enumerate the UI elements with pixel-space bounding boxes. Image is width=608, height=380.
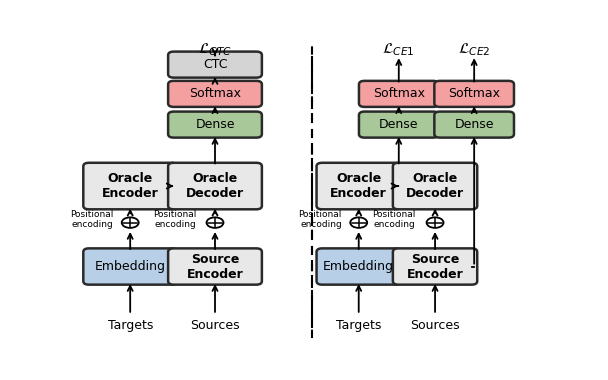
FancyBboxPatch shape xyxy=(168,81,262,107)
Text: Oracle
Decoder: Oracle Decoder xyxy=(186,172,244,200)
FancyBboxPatch shape xyxy=(393,163,477,209)
Text: Dense: Dense xyxy=(454,118,494,131)
FancyBboxPatch shape xyxy=(359,112,438,138)
Text: Embedding: Embedding xyxy=(323,260,394,273)
FancyBboxPatch shape xyxy=(434,81,514,107)
FancyBboxPatch shape xyxy=(83,249,177,285)
FancyBboxPatch shape xyxy=(434,112,514,138)
FancyBboxPatch shape xyxy=(168,163,262,209)
FancyBboxPatch shape xyxy=(83,163,177,209)
Text: Positional
encoding: Positional encoding xyxy=(153,210,196,230)
Text: Sources: Sources xyxy=(410,318,460,331)
Text: Softmax: Softmax xyxy=(189,87,241,100)
Text: Softmax: Softmax xyxy=(448,87,500,100)
Circle shape xyxy=(427,217,444,228)
FancyBboxPatch shape xyxy=(168,112,262,138)
Text: Sources: Sources xyxy=(190,318,240,331)
Text: Positional
encoding: Positional encoding xyxy=(372,210,416,230)
Text: $\mathcal{L}_{CE2}$: $\mathcal{L}_{CE2}$ xyxy=(458,42,491,59)
Text: Source
Encoder: Source Encoder xyxy=(187,253,243,280)
Text: CTC: CTC xyxy=(202,58,227,71)
Text: Embedding: Embedding xyxy=(95,260,166,273)
Text: Oracle
Encoder: Oracle Encoder xyxy=(330,172,387,200)
Text: $\mathcal{L}_{CE1}$: $\mathcal{L}_{CE1}$ xyxy=(382,42,415,59)
Text: Targets: Targets xyxy=(108,318,153,331)
Text: Source
Encoder: Source Encoder xyxy=(407,253,463,280)
FancyBboxPatch shape xyxy=(317,249,401,285)
Text: Oracle
Decoder: Oracle Decoder xyxy=(406,172,464,200)
Circle shape xyxy=(350,217,367,228)
Text: Softmax: Softmax xyxy=(373,87,425,100)
FancyBboxPatch shape xyxy=(168,249,262,285)
Text: Positional
encoding: Positional encoding xyxy=(299,210,342,230)
Circle shape xyxy=(207,217,224,228)
Text: Dense: Dense xyxy=(195,118,235,131)
Text: Oracle
Encoder: Oracle Encoder xyxy=(102,172,159,200)
FancyBboxPatch shape xyxy=(168,52,262,78)
FancyBboxPatch shape xyxy=(359,81,438,107)
Circle shape xyxy=(122,217,139,228)
Text: Targets: Targets xyxy=(336,318,381,331)
FancyBboxPatch shape xyxy=(317,163,401,209)
FancyBboxPatch shape xyxy=(393,249,477,285)
Text: Positional
encoding: Positional encoding xyxy=(70,210,113,230)
Text: Dense: Dense xyxy=(379,118,418,131)
Text: $\mathcal{L}_{CTC}$: $\mathcal{L}_{CTC}$ xyxy=(198,42,232,59)
